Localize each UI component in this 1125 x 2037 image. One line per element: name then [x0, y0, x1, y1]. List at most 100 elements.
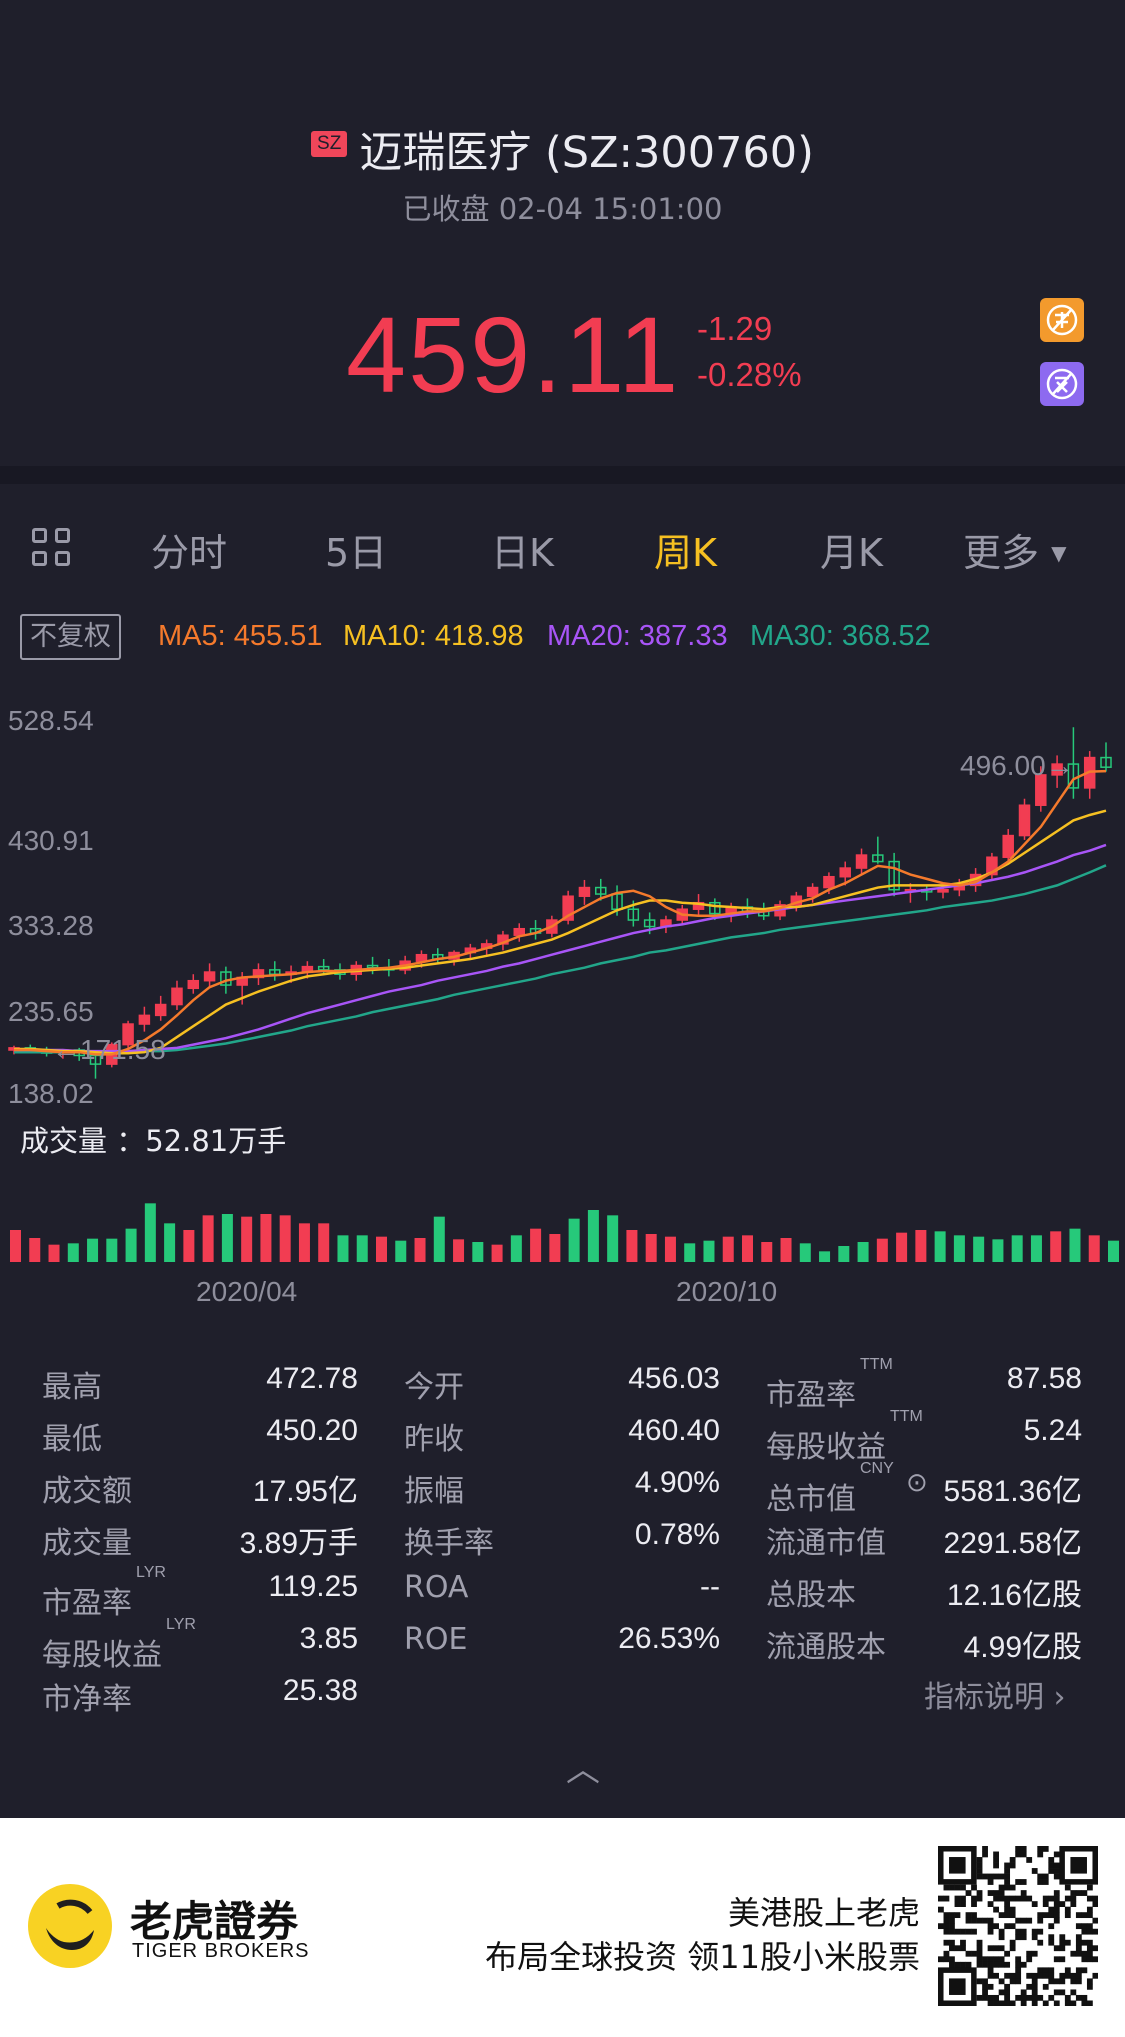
volume-bar — [414, 1238, 426, 1262]
volume-bar — [376, 1236, 387, 1262]
candle-body — [643, 919, 656, 928]
volume-bar — [742, 1235, 753, 1262]
candlestick-chart[interactable] — [0, 690, 1125, 1120]
stat-value: 456.03 — [628, 1362, 720, 1395]
volume-bar — [876, 1238, 888, 1262]
ma30-value: MA30: 368.52 — [750, 620, 931, 652]
volume-bar — [48, 1244, 60, 1262]
last-price: 459.11 — [346, 294, 681, 415]
candle-body — [187, 979, 200, 990]
candle-body — [122, 1023, 134, 1046]
y-tick-label: 235.65 — [8, 996, 94, 1027]
candle-body — [1018, 804, 1031, 837]
volume-label: 成交量 ：52.81万手 — [20, 1124, 287, 1158]
x-tick-label: 2020/10 — [676, 1276, 778, 1307]
stat-label: 最高 — [42, 1370, 102, 1405]
candle-body — [513, 927, 526, 936]
adjust-toggle[interactable]: 不复权 — [20, 614, 121, 660]
volume-bar — [1069, 1228, 1081, 1262]
volume-bar — [260, 1214, 272, 1262]
volume-bar — [10, 1230, 21, 1262]
candle-body — [562, 895, 574, 921]
candle-body — [594, 886, 607, 895]
promo-slogan-sub: 布局全球投资 领11股小米股票 — [485, 1938, 920, 1976]
candle-body — [578, 886, 591, 897]
volume-bar — [356, 1235, 368, 1262]
y-tick-label: 430.91 — [8, 825, 94, 856]
stat-label: 总股本 — [766, 1578, 856, 1613]
candle-body — [1100, 756, 1112, 768]
candle-body — [203, 971, 216, 982]
stat-label: ROA — [404, 1570, 469, 1605]
tab-intraday[interactable]: 分时 — [151, 531, 228, 575]
stat-value: 450.20 — [266, 1414, 358, 1447]
volume-bar — [1011, 1235, 1023, 1262]
price-change-pct: -0.28% — [697, 356, 802, 393]
chevron-right-icon: › — [1053, 1680, 1066, 1715]
candle-body — [823, 875, 835, 889]
volume-bar — [395, 1240, 407, 1262]
stat-label: 总市值 — [766, 1482, 856, 1517]
stock-title-row: SZ 迈瑞医疗 (SZ:300760) — [0, 118, 1125, 180]
stat-superscript: LYR — [166, 1616, 196, 1633]
indicator-explain-link[interactable]: 指标说明 › — [924, 1672, 1066, 1716]
tab-monthly-k[interactable]: 月K — [820, 531, 883, 575]
chevron-down-icon: ▼ — [1051, 541, 1067, 565]
stat-label: 市盈率 — [42, 1586, 132, 1621]
volume-bar — [202, 1215, 214, 1262]
volume-bar — [279, 1215, 291, 1262]
collapse-chevron-icon[interactable]: ︿ — [566, 1750, 600, 1790]
candle-body — [806, 886, 819, 897]
brand-name-en: TIGER BROKERS — [132, 1940, 310, 1962]
volume-bar — [67, 1243, 79, 1262]
stat-superscript: TTM — [860, 1356, 893, 1373]
volume-bar — [780, 1238, 792, 1262]
volume-bar — [453, 1239, 465, 1262]
stat-superscript: LYR — [136, 1564, 166, 1581]
market-badge: SZ — [311, 131, 348, 157]
stat-value: 4.90% — [634, 1466, 720, 1499]
indicator-explain-label: 指标说明 — [924, 1680, 1044, 1715]
stock-title: 迈瑞医疗 (SZ:300760) — [359, 128, 814, 178]
grid-icon[interactable] — [32, 528, 74, 570]
tab-more[interactable]: 更多 ▼ — [963, 522, 1067, 577]
trade-icon[interactable] — [1040, 362, 1084, 406]
volume-bar — [433, 1216, 445, 1262]
ma30-line — [14, 864, 1107, 1054]
tab-weekly-k[interactable]: 周K — [654, 531, 717, 575]
quote-header — [0, 0, 1125, 466]
ma20-value: MA20: 387.33 — [547, 620, 728, 652]
volume-bar — [799, 1243, 811, 1262]
volume-bar — [703, 1240, 715, 1262]
candle-body — [709, 901, 721, 915]
stat-label: 成交额 — [42, 1474, 132, 1509]
volume-bar — [29, 1238, 41, 1262]
stat-value: 17.95亿 — [252, 1475, 358, 1508]
section-divider — [0, 466, 1125, 484]
volume-bar — [587, 1210, 599, 1262]
candle-body — [937, 888, 949, 893]
stat-value: 4.99亿股 — [963, 1631, 1082, 1664]
candle-body — [1051, 763, 1063, 776]
volume-chart[interactable] — [0, 1200, 1125, 1266]
stat-value: 12.16亿股 — [946, 1579, 1082, 1612]
volume-bar — [915, 1230, 927, 1262]
volume-bar — [549, 1234, 561, 1262]
stat-value: 26.53% — [618, 1622, 720, 1655]
volume-bar — [857, 1242, 869, 1262]
volume-bar — [568, 1218, 580, 1262]
volume-bar — [337, 1235, 349, 1262]
volume-bar — [722, 1236, 734, 1262]
stat-label: 市净率 — [42, 1682, 132, 1717]
currency-info-icon[interactable]: ⊙ — [906, 1468, 928, 1498]
volume-bar — [607, 1215, 619, 1262]
volume-bar — [125, 1228, 137, 1262]
tab-daily-k[interactable]: 日K — [491, 531, 554, 575]
volume-bar — [491, 1244, 503, 1262]
tab-5day[interactable]: 5日 — [325, 531, 388, 575]
hk-connect-icon[interactable] — [1040, 298, 1084, 342]
stat-value: 472.78 — [266, 1362, 358, 1395]
volume-bar — [838, 1246, 850, 1262]
candle-body — [872, 854, 884, 863]
stat-value: 2291.58亿 — [943, 1527, 1082, 1560]
